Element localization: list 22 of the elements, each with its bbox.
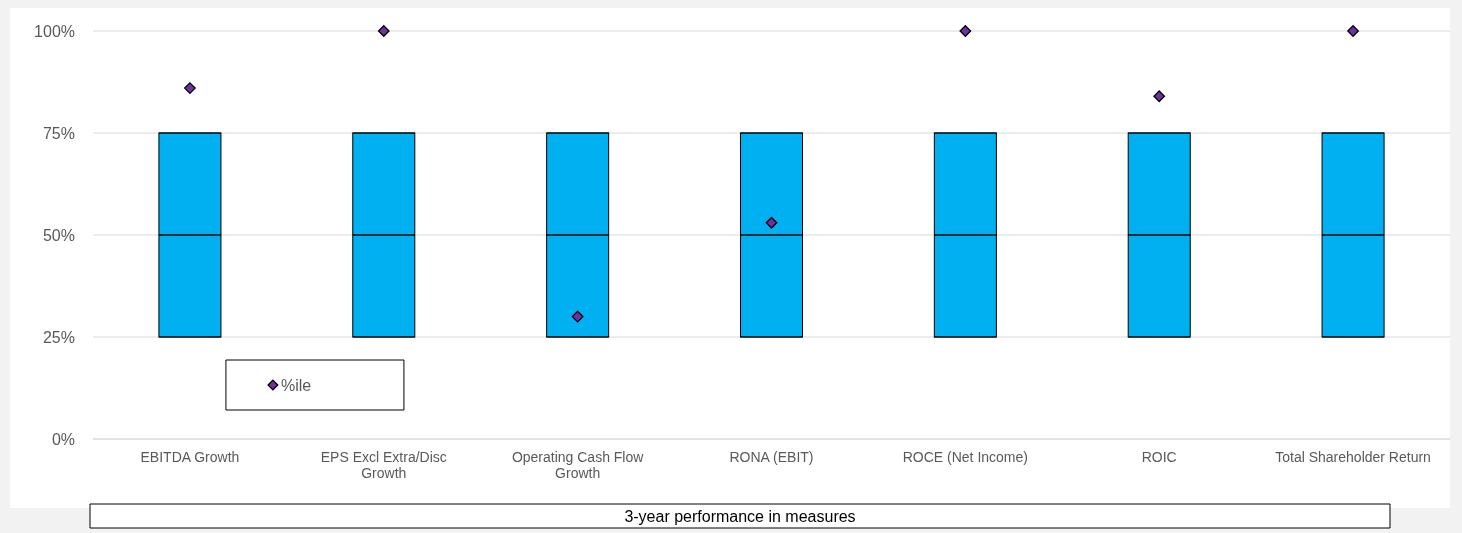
y-tick-label: 50%	[42, 226, 75, 244]
point	[184, 82, 196, 95]
point	[765, 216, 778, 229]
y-tick-label: 25%	[42, 328, 75, 346]
point	[1153, 90, 1166, 103]
x-tick-label: Operating Cash Flow Growth	[511, 449, 645, 481]
x-tick-label: ROCE (Net Income)	[902, 449, 1028, 465]
x-tick-label: Total Shareholder Return	[1275, 449, 1431, 465]
point	[959, 25, 972, 37]
legend-label: %ile	[280, 376, 312, 394]
point	[571, 310, 584, 323]
x-tick-label: EPS Excl Extra/Disc Growth	[320, 449, 447, 481]
x-tick-label: EBITDA Growth	[140, 449, 240, 465]
y-tick-label: 100%	[34, 22, 75, 40]
legend: %ile	[225, 359, 405, 411]
point	[1347, 25, 1359, 37]
y-tick-label: 0%	[51, 430, 75, 448]
text: 3-year performance in measures	[624, 507, 856, 525]
x-tick-label: RONA (EBIT)	[729, 449, 814, 465]
x-tick-label: ROIC	[1141, 449, 1177, 465]
y-tick-label: 75%	[42, 124, 75, 142]
point	[377, 25, 390, 37]
